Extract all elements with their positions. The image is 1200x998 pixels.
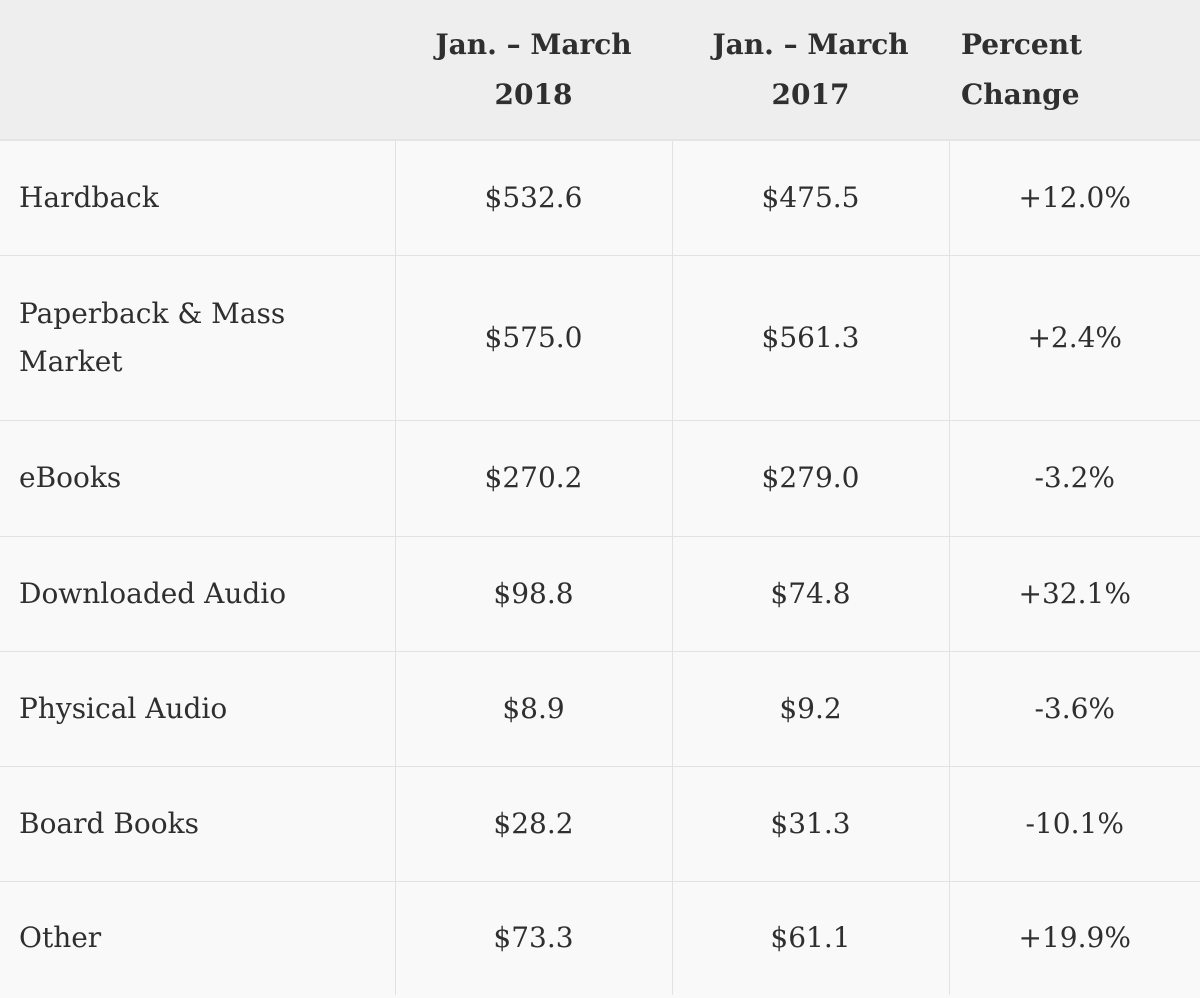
row-value-2018: $28.2 [395, 766, 673, 882]
header-percent-line1: Percent [961, 27, 1083, 61]
row-value-2017: $9.2 [672, 651, 950, 767]
row-value-2018: $532.6 [395, 140, 673, 256]
row-category: Physical Audio [0, 651, 396, 767]
row-category: Other [0, 881, 396, 995]
table-row: eBooks $270.2 $279.0 -3.2% [0, 420, 1200, 537]
header-2018-line2: 2018 [494, 77, 573, 111]
table-row: Board Books $28.2 $31.3 -10.1% [0, 766, 1200, 882]
table-body: Hardback $532.6 $475.5 +12.0% Paperback … [0, 140, 1200, 995]
row-category: Board Books [0, 766, 396, 882]
table-row: Hardback $532.6 $475.5 +12.0% [0, 140, 1200, 256]
row-value-2018: $98.8 [395, 536, 673, 652]
table-row: Downloaded Audio $98.8 $74.8 +32.1% [0, 536, 1200, 652]
row-value-2017: $561.3 [672, 255, 950, 421]
header-row: Jan. – March 2018 Jan. – March 2017 Perc… [0, 0, 1200, 141]
table-header: Jan. – March 2018 Jan. – March 2017 Perc… [0, 0, 1200, 141]
row-value-2017: $279.0 [672, 420, 950, 537]
header-2017-line2: 2017 [771, 77, 850, 111]
table-row: Paperback & Mass Market $575.0 $561.3 +2… [0, 255, 1200, 421]
row-value-2017: $475.5 [672, 140, 950, 256]
row-value-2018: $8.9 [395, 651, 673, 767]
row-percent-change: -3.2% [949, 420, 1200, 537]
row-percent-change: +32.1% [949, 536, 1200, 652]
row-percent-change: -10.1% [949, 766, 1200, 882]
row-value-2018: $73.3 [395, 881, 673, 995]
table-row: Other $73.3 $61.1 +19.9% [0, 881, 1200, 995]
row-percent-change: +19.9% [1018, 921, 1131, 955]
header-percent-line2: Change [961, 77, 1080, 111]
row-category: Downloaded Audio [0, 536, 396, 652]
header-2018-line1: Jan. – March [435, 27, 632, 61]
row-value-2018: $270.2 [395, 420, 673, 537]
header-2017-line1: Jan. – March [712, 27, 909, 61]
row-percent-change: +12.0% [949, 140, 1200, 256]
header-category-cell [0, 0, 395, 141]
row-category: Hardback [0, 140, 396, 256]
row-category: Paperback & Mass Market [0, 255, 396, 421]
row-percent-change: +2.4% [949, 255, 1200, 421]
header-2018: Jan. – March 2018 [395, 0, 672, 141]
row-value-2017: $61.1 [672, 881, 950, 995]
table-row: Physical Audio $8.9 $9.2 -3.6% [0, 651, 1200, 767]
row-percent-change: -3.6% [949, 651, 1200, 767]
header-percent-change: Percent Change [949, 0, 1200, 141]
row-category: eBooks [0, 420, 396, 537]
row-value-2017: $31.3 [672, 766, 950, 882]
header-2017: Jan. – March 2017 [672, 0, 949, 141]
row-value-2017: $74.8 [672, 536, 950, 652]
row-value-2018: $575.0 [395, 255, 673, 421]
